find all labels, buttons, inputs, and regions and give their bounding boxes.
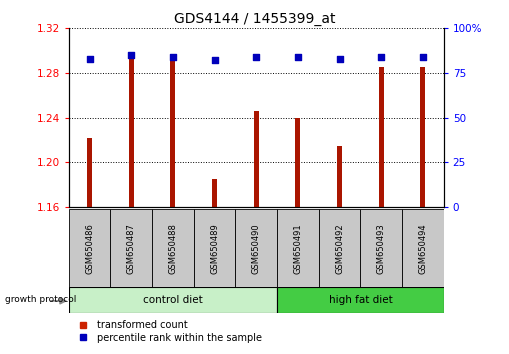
Point	[127, 52, 135, 58]
Bar	[360, 209, 401, 289]
Text: GSM650487: GSM650487	[127, 223, 135, 274]
Bar	[276, 287, 443, 313]
Bar	[129, 56, 133, 207]
Text: GSM650489: GSM650489	[210, 223, 219, 274]
Point	[418, 54, 426, 60]
Point	[251, 54, 260, 60]
Point	[376, 54, 385, 60]
Text: GSM650491: GSM650491	[293, 223, 302, 274]
Bar	[212, 179, 217, 207]
Text: GSM650486: GSM650486	[85, 223, 94, 274]
Bar	[419, 67, 425, 207]
Text: GDS4144 / 1455399_at: GDS4144 / 1455399_at	[174, 12, 335, 27]
Bar	[87, 138, 92, 207]
Text: GSM650492: GSM650492	[334, 223, 344, 274]
Bar	[152, 209, 193, 289]
Text: GSM650493: GSM650493	[376, 223, 385, 274]
Bar	[253, 111, 258, 207]
Bar	[69, 287, 276, 313]
Text: growth protocol: growth protocol	[5, 295, 76, 304]
Text: GSM650490: GSM650490	[251, 223, 260, 274]
Point	[210, 58, 218, 63]
Bar	[318, 209, 360, 289]
Point	[86, 56, 94, 62]
Bar	[69, 209, 110, 289]
Bar	[276, 209, 318, 289]
Text: control diet: control diet	[143, 295, 203, 305]
Bar	[378, 67, 383, 207]
Bar	[235, 209, 276, 289]
Bar	[193, 209, 235, 289]
Bar	[336, 145, 342, 207]
Point	[293, 54, 301, 60]
Bar	[401, 209, 443, 289]
Text: high fat diet: high fat diet	[328, 295, 391, 305]
Text: GSM650488: GSM650488	[168, 223, 177, 274]
Legend: transformed count, percentile rank within the sample: transformed count, percentile rank withi…	[74, 320, 262, 343]
Bar	[170, 56, 175, 207]
Bar	[110, 209, 152, 289]
Point	[168, 54, 177, 60]
Text: GSM650494: GSM650494	[417, 223, 427, 274]
Bar	[295, 118, 300, 207]
Point	[335, 56, 343, 62]
